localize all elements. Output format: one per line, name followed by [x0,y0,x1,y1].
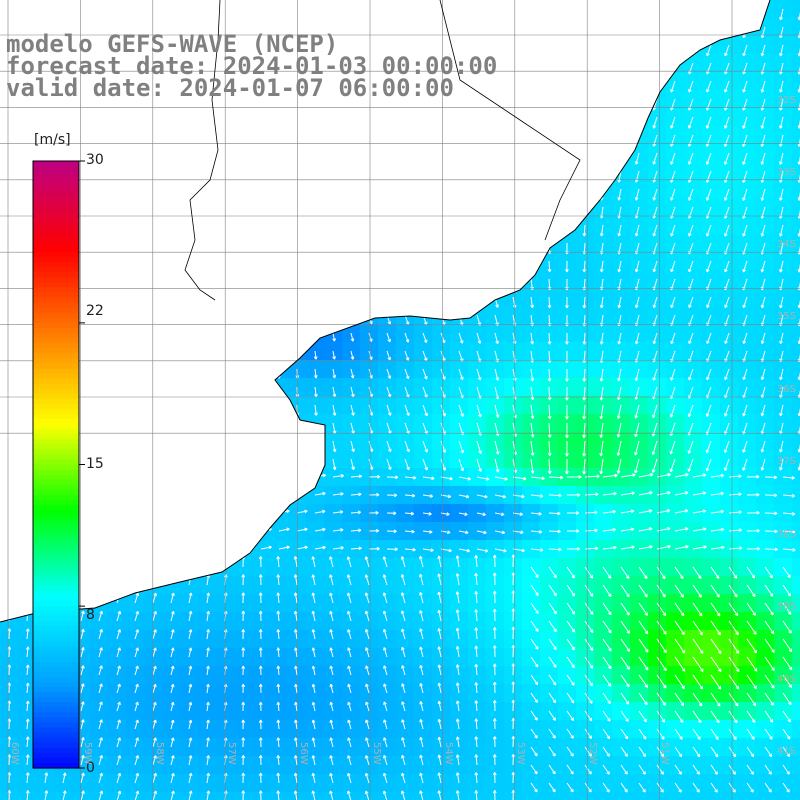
wind-cell [792,144,800,162]
wind-cell [792,558,800,576]
wind-cell [792,108,800,126]
wind-arrow-head [479,322,482,326]
wind-cell [792,630,800,648]
wind-arrow-head [389,375,392,379]
wind-arrow-head [371,320,373,325]
wind-cell [666,792,684,800]
wind-cell [558,792,576,800]
wind-cell [792,450,800,468]
wind-cell [792,432,800,450]
wind-cell [360,792,378,800]
wind-cell [540,792,558,800]
wind-cell [90,792,108,800]
wind-cell [342,792,360,800]
wind-cell [522,792,540,800]
wind-cell [792,216,800,234]
wind-cell [738,792,756,800]
wind-cell [378,792,396,800]
wind-cell [792,162,800,180]
wind-cell [774,792,792,800]
wind-cell [792,684,800,702]
wind-cell [792,324,800,342]
wind-arrow-head [389,321,392,325]
wind-cell [792,198,800,216]
wind-cell [792,504,800,522]
wind-arrow-head [479,377,482,381]
wind-cell [792,540,800,558]
wind-arrow-head [371,375,373,379]
wind-cell [792,756,800,774]
wind-cell [684,792,702,800]
wind-cell [792,54,800,72]
wind-cell [792,576,800,594]
wind-cell [792,0,800,18]
wind-cell [792,666,800,684]
wind-cell [396,792,414,800]
wind-cell [648,792,666,800]
wind-cell [792,414,800,432]
wind-cell [792,270,800,288]
wind-cell [720,792,738,800]
wind-arrow-head [461,340,464,344]
wind-cell [792,396,800,414]
wind-cell [792,648,800,666]
wind-arrow-head [371,338,373,342]
wind-cell [72,792,90,800]
wind-cell [792,306,800,324]
wind-cell [756,792,774,800]
wind-arrow-head [462,395,464,399]
wind-arrow-head [389,338,391,342]
wind-cell [324,792,342,800]
wind-cell [630,792,648,800]
wind-cell [792,594,800,612]
wind-cell [702,792,720,800]
wind-cell [576,792,594,800]
wind-cell [792,288,800,306]
wind-arrow-head [371,393,374,398]
wind-cell [792,612,800,630]
wind-cell [612,792,630,800]
wind-cell [792,36,800,54]
wind-cell [126,792,144,800]
wind-arrow-head [389,394,392,398]
wind-cell [792,90,800,108]
wind-arrow-head [462,376,464,380]
wind-cell [792,234,800,252]
wind-cell [792,252,800,270]
wind-cell [792,72,800,90]
wind-arrow-head [479,340,482,344]
wind-cell [792,126,800,144]
wind-cell [792,342,800,360]
wind-cell [792,468,800,486]
wind-arrow-head [389,356,392,361]
wind-cell [108,792,126,800]
wind-cell [792,180,800,198]
wind-cell [792,18,800,36]
wind-cell [792,486,800,504]
wind-cell [792,522,800,540]
wind-cell [792,720,800,738]
wind-arrow-head [479,358,482,362]
wind-cell [594,792,612,800]
wind-cell [162,792,180,800]
wind-arrow-head [371,356,373,360]
wind-cell [414,792,432,800]
wind-cell [792,378,800,396]
wind-cell [792,792,800,800]
wind-cell [792,702,800,720]
wind-cell [792,360,800,378]
wind-cell [792,774,800,792]
